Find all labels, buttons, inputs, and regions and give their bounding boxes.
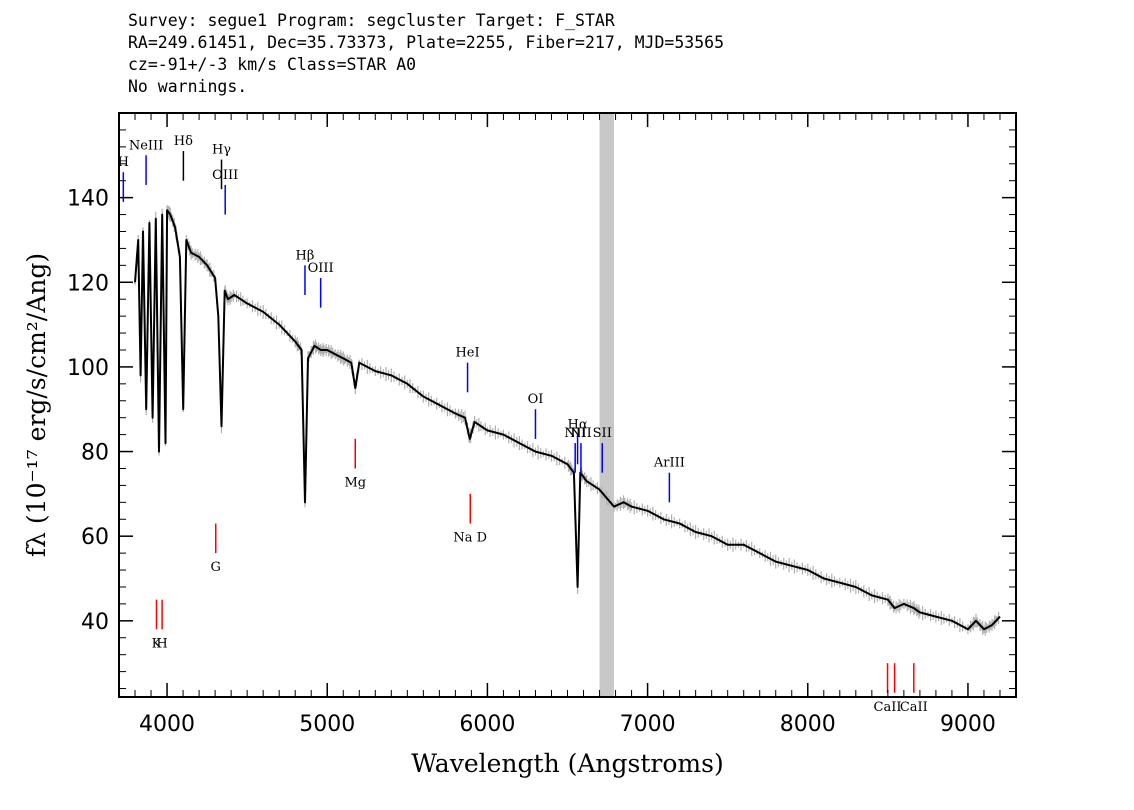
header-redshift-line: cz=-91+/-3 km/s Class=STAR A0 bbox=[128, 55, 417, 74]
y-tick-label: 80 bbox=[81, 441, 109, 466]
spectral-line-label: Mg bbox=[344, 475, 366, 490]
y-tick-label: 60 bbox=[81, 525, 109, 550]
header-coordinates-line: RA=249.61451, Dec=35.73373, Plate=2255, … bbox=[128, 33, 725, 52]
spectral-line-label: NeIII bbox=[129, 138, 163, 153]
plot-frame bbox=[118, 112, 1017, 698]
y-tick-label: 40 bbox=[81, 610, 109, 635]
x-tick-label: 9000 bbox=[940, 712, 996, 737]
spectral-line-label: OIII bbox=[308, 261, 334, 276]
y-tick-label: 100 bbox=[67, 356, 109, 381]
spectral-line-label: NII bbox=[570, 426, 592, 441]
x-axis-label: Wavelength (Angstroms) bbox=[411, 749, 723, 778]
spectral-line-label: H bbox=[156, 636, 167, 651]
axis-ticks: 4000 5000 6000 7000 8000 9000 40 60 80 100 120 140 bbox=[67, 113, 1017, 737]
spectral-line-label: Hα bbox=[568, 418, 588, 433]
spectral-line-label: OIII bbox=[212, 168, 238, 183]
spectral-line-label: CaII bbox=[874, 700, 902, 715]
x-tick-label: 5000 bbox=[299, 712, 355, 737]
spectrum-header: Survey: segue1 Program: segcluster Targe… bbox=[128, 10, 724, 98]
masked-wavelength-band bbox=[599, 113, 614, 697]
y-tick-label: 120 bbox=[67, 271, 109, 296]
spectral-line-label: ArIII bbox=[653, 456, 685, 471]
x-tick-label: 6000 bbox=[459, 712, 515, 737]
spectral-line-label: K bbox=[152, 636, 162, 651]
spectral-line-label: Hδ bbox=[174, 134, 193, 149]
header-warnings-line: No warnings. bbox=[128, 77, 248, 96]
spectral-line-label: SII bbox=[593, 426, 612, 441]
spectral-line-label: Na D bbox=[453, 530, 487, 545]
x-tick-label: 7000 bbox=[620, 712, 676, 737]
spectral-line-label: CaII bbox=[900, 700, 928, 715]
spectral-line-label: G bbox=[211, 560, 221, 575]
y-tick-label: 140 bbox=[67, 187, 109, 212]
spectral-line-label: Hγ bbox=[212, 143, 231, 158]
header-survey-line: Survey: segue1 Program: segcluster Targe… bbox=[128, 11, 615, 30]
spectral-line-label: NII bbox=[564, 426, 586, 441]
spectral-line-label: Hβ bbox=[296, 248, 315, 263]
x-tick-label: 4000 bbox=[139, 712, 195, 737]
flux-series-line bbox=[134, 209, 1001, 631]
spectral-line-label: OI bbox=[528, 392, 544, 407]
x-tick-label: 8000 bbox=[780, 712, 836, 737]
y-axis-label: fλ (10⁻¹⁷ erg/s/cm²/Ang) bbox=[22, 253, 51, 557]
spectral-line-label: HeI bbox=[455, 346, 479, 361]
spectral-line-label: H bbox=[118, 155, 129, 170]
